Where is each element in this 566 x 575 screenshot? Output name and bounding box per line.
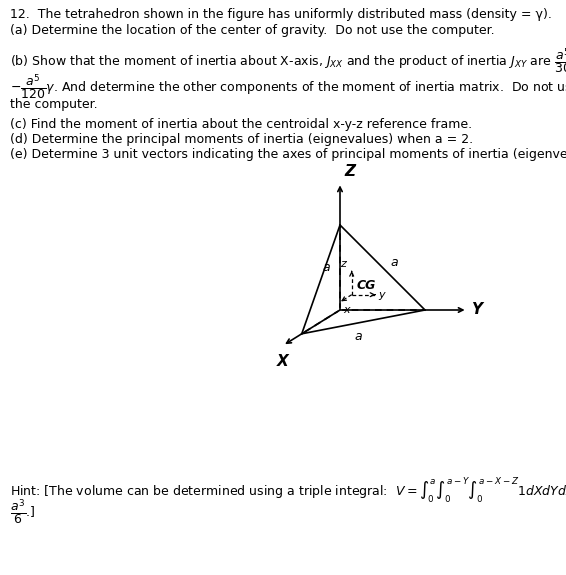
Text: Hint: [The volume can be determined using a triple integral:  $V = \int_0^a \int: Hint: [The volume can be determined usin… [10,475,566,505]
Text: y: y [379,290,385,300]
Text: the computer.: the computer. [10,98,97,111]
Text: (c) Find the moment of inertia about the centroidal x-y-z reference frame.: (c) Find the moment of inertia about the… [10,118,472,131]
Text: $-\dfrac{a^5}{120}\gamma$. And determine the other components of the moment of i: $-\dfrac{a^5}{120}\gamma$. And determine… [10,72,566,102]
Text: (e) Determine 3 unit vectors indicating the axes of principal moments of inertia: (e) Determine 3 unit vectors indicating … [10,148,566,161]
Text: $\dfrac{a^3}{6}$.]: $\dfrac{a^3}{6}$.] [10,497,36,527]
Text: CG: CG [357,279,376,292]
Text: a: a [354,330,362,343]
Text: (b) Show that the moment of inertia about X-axis, $J_{XX}$ and the product of in: (b) Show that the moment of inertia abou… [10,46,566,75]
Text: Z: Z [344,163,355,178]
Text: a: a [391,256,398,269]
Text: a: a [323,261,330,274]
Text: X: X [277,354,289,369]
Text: (a) Determine the location of the center of gravity.  Do not use the computer.: (a) Determine the location of the center… [10,24,495,37]
Text: 12.  The tetrahedron shown in the figure has uniformly distributed mass (density: 12. The tetrahedron shown in the figure … [10,8,552,21]
Text: (d) Determine the principal moments of inertia (eignevalues) when a = 2.: (d) Determine the principal moments of i… [10,133,473,146]
Text: Y: Y [471,302,482,317]
Text: z: z [340,259,346,269]
Text: x: x [343,305,350,315]
